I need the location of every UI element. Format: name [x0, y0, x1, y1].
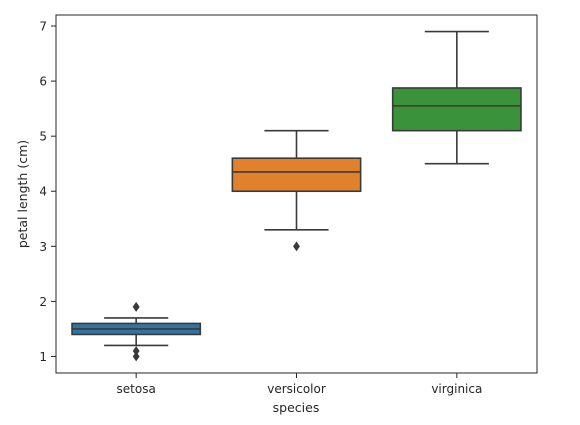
- y-tick-label: 6: [39, 75, 47, 89]
- x-tick-label: setosa: [117, 382, 156, 396]
- x-tick-label: versicolor: [267, 382, 326, 396]
- box-group-versicolor: [231, 129, 362, 252]
- y-axis: 1 2 3 4 5 6 7: [39, 20, 56, 364]
- box-virginica: [391, 87, 522, 132]
- y-tick-label: 2: [39, 295, 47, 309]
- y-tick-label: 5: [39, 130, 47, 144]
- y-tick-label: 3: [39, 240, 47, 254]
- y-tick-label: 1: [39, 350, 47, 364]
- boxes-layer: [71, 30, 522, 362]
- x-axis: setosa versicolor virginica: [117, 373, 482, 396]
- box-group-setosa: [71, 302, 202, 362]
- y-axis-label: petal length (cm): [15, 140, 30, 248]
- box-versicolor: [231, 157, 362, 193]
- outlier-point-versicolor: [293, 241, 300, 252]
- outlier-point-setosa: [132, 351, 140, 362]
- outlier-point-setosa: [132, 346, 140, 356]
- box-group-virginica: [391, 30, 522, 165]
- plot-frame: [55, 14, 538, 374]
- y-tick-label: 7: [39, 20, 47, 34]
- y-tick-label: 4: [39, 185, 47, 199]
- outlier-point-setosa: [132, 302, 140, 312]
- x-axis-label: species: [273, 400, 320, 415]
- x-tick-label: virginica: [431, 382, 482, 396]
